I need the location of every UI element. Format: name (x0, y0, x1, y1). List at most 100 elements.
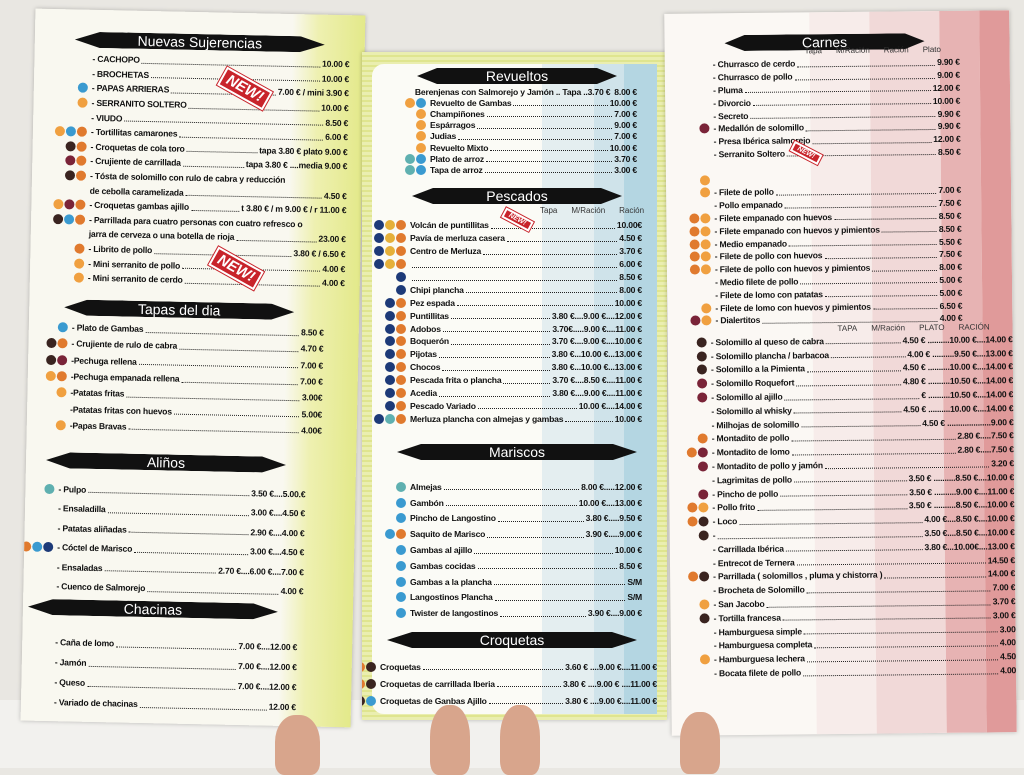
allergen-icons (673, 365, 707, 375)
dot-leader (485, 166, 613, 173)
item-name: Gambas al ajillo (410, 545, 472, 555)
item-name: - San Jacobo (713, 599, 764, 610)
allergen-icon (698, 503, 708, 513)
dot-leader (800, 276, 937, 284)
dot-leader (412, 261, 617, 268)
item-name: Champiñones (430, 109, 485, 119)
item-price: 10.00 € (615, 545, 642, 555)
allergen-icon (700, 213, 710, 223)
allergen-icon (65, 170, 75, 180)
allergen-icons (673, 337, 707, 347)
allergen-icons (21, 681, 51, 682)
item-price: 10.00 € (933, 96, 960, 106)
dot-leader (124, 115, 323, 126)
item-name: - Parrillada ( solomillos , pluma y chis… (713, 570, 882, 582)
allergen-icons (677, 264, 711, 274)
item-price: 3.80 €....9.00 €....11.00 € (552, 388, 642, 398)
dot-leader (757, 502, 907, 511)
item-name: - Queso (54, 677, 85, 688)
item-name: - Filete de lomo con patatas (715, 289, 823, 300)
allergen-icon (21, 542, 31, 552)
menu-item: Gambas al ajillo 10.00 € (372, 542, 642, 558)
allergen-icons (675, 530, 709, 540)
allergen-icon (76, 171, 86, 181)
dot-leader (786, 543, 923, 551)
item-name: Langostinos Plancha (410, 592, 493, 602)
item-price: 7.00 € (614, 109, 637, 119)
dot-leader (503, 377, 550, 384)
dot-leader (191, 204, 239, 212)
item-price: 3.00 €....4.50 € (251, 507, 305, 518)
dot-leader (803, 667, 998, 676)
item-name: -Pechuga rellena (71, 355, 137, 366)
dot-leader (825, 289, 938, 297)
item-name: Saquito de Marisco (410, 529, 485, 539)
dot-leader (477, 122, 612, 129)
item-price: 2.80 €.....7.50 € (957, 444, 1013, 455)
dot-leader (497, 680, 561, 687)
item-name: Revuelto de Gambas (430, 98, 511, 108)
item-name: Gambón (410, 498, 444, 508)
dot-leader (797, 59, 935, 67)
allergen-icons (53, 97, 87, 108)
dot-leader (490, 144, 607, 151)
item-name: Twister de langostinos (410, 608, 498, 618)
dot-leader (179, 130, 323, 140)
dot-leader (807, 364, 901, 372)
item-name: Merluza plancha con almejas y gambas (410, 414, 563, 424)
item-price: 6.50 € (940, 300, 963, 310)
allergen-icons (673, 379, 707, 389)
item-price: 3.90 €....9.00 € (588, 608, 642, 618)
item-name: - Loco (712, 516, 737, 526)
item-name: - Solomillo al queso de cabra (711, 336, 824, 347)
allergen-icon (44, 484, 54, 494)
allergen-icons (673, 351, 707, 361)
item-name: Pijotas (410, 349, 437, 359)
dot-leader (142, 57, 320, 68)
item-price: 3.00 (1000, 624, 1016, 634)
item-price: 3.80 €...10.00 €...13.00 € (552, 362, 642, 372)
dot-leader (446, 499, 577, 506)
dot-leader (789, 238, 937, 247)
allergen-icon (416, 165, 426, 175)
item-price: 7.00 € (300, 376, 323, 386)
allergen-icons (51, 199, 85, 210)
item-name: - Filete de pollo con huevos y pimientos (715, 263, 870, 275)
allergen-icon (53, 214, 63, 224)
column-header: M/Ración (871, 323, 905, 332)
item-price: S/M (627, 592, 642, 602)
item-price: 7.00 € (993, 582, 1016, 592)
allergen-icon (697, 337, 707, 347)
allergen-icon (32, 542, 42, 552)
dot-leader (116, 640, 237, 650)
dot-leader (834, 212, 937, 220)
dot-leader (794, 475, 907, 483)
item-price: 7.50 € (939, 249, 962, 259)
allergen-icons (372, 311, 406, 321)
allergen-icons (372, 529, 406, 539)
column-header: Tapa (540, 206, 557, 215)
item-price: 5.00€ (301, 409, 322, 419)
allergen-icons (52, 155, 86, 166)
dot-leader (812, 136, 931, 144)
allergen-icons (52, 190, 86, 191)
item-price: 3.80 €...10.00 €...13.00 € (552, 349, 642, 359)
dot-leader (457, 299, 613, 306)
allergen-icons (372, 336, 406, 346)
item-price: 4.50 € (619, 233, 642, 243)
dot-leader (766, 598, 990, 607)
allergen-icon (385, 336, 395, 346)
dot-leader (478, 562, 618, 569)
allergen-icon (416, 154, 426, 164)
menu-item: Twister de langostinos 3.90 €....9.00 € (372, 605, 642, 621)
allergen-icons (674, 489, 708, 499)
item-price: 14.50 € (988, 555, 1015, 565)
allergen-icons (362, 696, 376, 706)
